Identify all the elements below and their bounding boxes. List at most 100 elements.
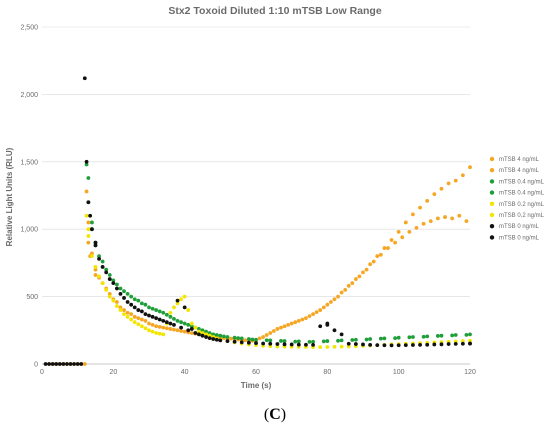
data-point-series-0: [304, 316, 308, 321]
data-point-series-6: [361, 342, 365, 347]
data-point-series-7: [411, 343, 415, 347]
data-point-series-6: [346, 341, 351, 346]
data-point-series-0: [82, 362, 87, 366]
data-point-series-1: [264, 333, 269, 337]
data-point-series-4: [111, 298, 116, 303]
data-point-series-3: [407, 335, 412, 340]
legend-marker-0: [489, 156, 495, 162]
data-point-series-0: [296, 318, 301, 323]
data-point-series-2: [268, 338, 273, 343]
data-point-series-5: [172, 305, 176, 310]
data-point-series-2: [439, 333, 444, 338]
data-point-series-5: [150, 329, 155, 334]
data-point-series-0: [168, 327, 173, 331]
data-point-series-7: [468, 341, 472, 346]
data-point-series-7: [282, 342, 287, 347]
data-point-series-1: [229, 336, 233, 341]
legend-marker-3: [489, 190, 495, 195]
data-point-series-2: [139, 301, 144, 306]
data-point-series-5: [122, 312, 126, 317]
data-point-series-3: [293, 339, 298, 344]
data-point-series-3: [436, 334, 440, 338]
data-point-series-4: [132, 320, 137, 325]
data-point-series-6: [111, 281, 116, 286]
data-point-series-1: [421, 221, 426, 226]
legend-marker-5: [489, 212, 495, 218]
data-point-series-2: [161, 310, 166, 315]
data-point-series-5: [143, 326, 148, 331]
data-point-series-1: [443, 215, 447, 219]
data-point-series-1: [364, 267, 369, 272]
data-point-series-6: [139, 309, 144, 314]
data-point-series-6: [304, 342, 308, 347]
data-point-series-1: [464, 219, 469, 224]
data-point-series-7: [453, 342, 458, 346]
data-point-series-0: [311, 312, 315, 317]
data-point-series-2: [84, 162, 89, 167]
data-point-series-7: [75, 362, 80, 366]
data-point-series-6: [57, 362, 62, 366]
x-tick-labels: 0 20 40 60 80 100 120: [40, 369, 476, 376]
data-point-series-6: [175, 298, 180, 303]
figure-caption: (C): [0, 406, 550, 424]
data-point-series-5: [339, 344, 344, 349]
data-point-series-0: [368, 262, 373, 267]
data-point-series-1: [414, 225, 419, 230]
legend-marker-7: [489, 235, 495, 240]
data-point-series-2: [147, 305, 151, 310]
data-point-series-6: [204, 335, 208, 339]
data-point-series-0: [361, 270, 365, 275]
data-point-series-1: [314, 310, 319, 314]
legend-marker-6: [489, 224, 495, 229]
data-point-series-5: [107, 294, 112, 299]
data-point-series-7: [439, 342, 444, 347]
data-point-series-1: [143, 318, 148, 323]
data-point-series-6: [418, 342, 422, 347]
data-point-series-1: [279, 325, 283, 330]
data-point-series-7: [382, 343, 387, 348]
data-point-series-7: [268, 341, 273, 346]
data-point-series-7: [157, 317, 162, 322]
data-point-series-1: [172, 327, 176, 332]
y-tick-label: 1,500: [20, 159, 38, 166]
data-point-series-1: [457, 213, 462, 218]
legend-label-0: mTSB 4 ng/mL: [499, 157, 540, 163]
data-point-series-0: [289, 321, 294, 326]
caption-open-paren: (: [263, 406, 270, 423]
data-point-series-5: [179, 297, 184, 302]
data-point-series-1: [93, 273, 98, 277]
gridlines: [42, 26, 470, 365]
data-point-series-3: [222, 334, 226, 339]
data-point-series-4: [139, 324, 144, 329]
data-point-series-0: [460, 173, 465, 178]
data-point-series-7: [88, 213, 93, 218]
data-point-series-2: [168, 314, 173, 319]
data-point-series-6: [197, 332, 201, 337]
data-point-series-6: [84, 159, 89, 164]
data-point-series-0: [425, 198, 430, 203]
data-point-series-0: [161, 325, 166, 330]
data-point-series-4: [118, 308, 123, 312]
data-point-series-5: [136, 322, 141, 327]
legend-label-7: mTSB 0 ng/mL: [499, 235, 540, 241]
data-point-series-1: [293, 320, 298, 325]
data-point-series-6: [403, 343, 408, 348]
data-point-series-2: [111, 278, 116, 283]
data-point-series-3: [264, 338, 269, 343]
data-point-series-3: [250, 337, 255, 342]
data-point-series-7: [193, 331, 198, 335]
data-point-series-6: [182, 305, 187, 310]
data-point-series-1: [157, 325, 162, 329]
data-point-series-4: [460, 339, 465, 343]
data-point-series-3: [122, 289, 126, 294]
data-point-series-5: [93, 265, 98, 269]
data-point-series-3: [143, 302, 148, 307]
data-point-series-1: [179, 329, 184, 333]
data-point-series-1: [428, 219, 433, 224]
data-point-series-6: [432, 342, 437, 347]
data-point-series-6: [65, 362, 69, 366]
data-point-series-7: [54, 362, 59, 366]
data-point-series-3: [200, 328, 205, 333]
data-point-series-7: [214, 337, 219, 342]
